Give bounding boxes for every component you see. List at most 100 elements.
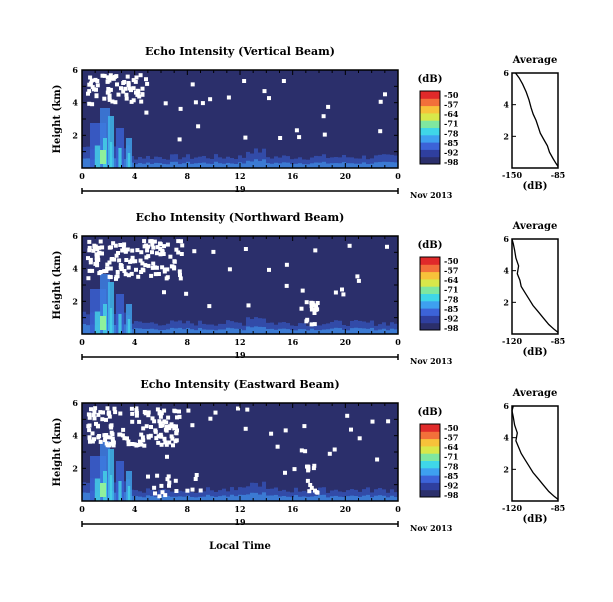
missing-cell <box>156 440 161 445</box>
missing-cell <box>313 307 318 312</box>
colorbar-swatch <box>420 149 440 158</box>
missing-cell <box>275 444 280 449</box>
echo-cell <box>390 322 394 334</box>
missing-cell <box>165 275 170 280</box>
echo-cell <box>214 330 218 334</box>
colorbar-tick: -78 <box>444 461 459 471</box>
echo-cell <box>294 325 298 334</box>
echo-cell <box>82 158 86 168</box>
x-tick-label: 12 <box>234 337 245 347</box>
missing-cell <box>243 426 248 431</box>
echo-cell <box>194 163 198 168</box>
echo-cell <box>82 147 86 168</box>
echo-cell <box>322 494 326 501</box>
missing-cell <box>142 443 147 448</box>
panel-title: Echo Intensity (Northward Beam) <box>136 211 345 224</box>
echo-cell <box>302 490 306 501</box>
colorbar-frame <box>419 423 441 498</box>
missing-cell <box>98 410 103 415</box>
echo-cell <box>358 496 362 501</box>
missing-cell <box>165 454 169 459</box>
missing-cell <box>269 431 274 436</box>
missing-cell <box>133 259 138 264</box>
average-x-tick-label: -85 <box>551 336 565 346</box>
echo-cell <box>182 323 186 334</box>
echo-cell <box>326 492 330 501</box>
missing-cell <box>211 249 216 254</box>
missing-cell <box>141 438 146 443</box>
missing-cell <box>165 242 170 247</box>
echo-cell <box>262 327 266 334</box>
missing-cell <box>130 248 135 253</box>
missing-cell <box>139 442 144 447</box>
echo-cell <box>146 488 150 501</box>
missing-cell <box>155 407 160 412</box>
colorbar-unit: (dB) <box>418 240 443 251</box>
missing-cell <box>107 97 112 102</box>
y-tick-label: 2 <box>72 130 78 140</box>
echo-cell <box>314 325 318 334</box>
echo-cell <box>266 322 270 334</box>
missing-cell <box>198 488 203 493</box>
missing-cell <box>176 239 181 244</box>
colorbar-tick: -98 <box>444 490 459 500</box>
echo-cell <box>238 322 242 334</box>
echo-cell <box>150 496 154 501</box>
missing-cell <box>152 239 157 244</box>
echo-cell <box>214 161 218 168</box>
missing-cell <box>130 259 135 264</box>
echo-cell <box>182 329 186 334</box>
missing-cell <box>158 252 163 257</box>
echo-cell <box>86 492 90 501</box>
missing-cell <box>150 250 154 255</box>
echo-cell <box>338 320 342 334</box>
echo-cell <box>254 326 258 334</box>
missing-cell <box>155 245 160 250</box>
missing-cell <box>243 247 248 251</box>
missing-cell <box>137 419 142 424</box>
echo-cell <box>282 495 286 501</box>
echo-cell <box>134 321 138 334</box>
missing-cell <box>174 424 178 429</box>
missing-cell <box>95 79 100 83</box>
echo-cell <box>366 487 370 501</box>
echo-cell <box>390 489 394 501</box>
colorbar-swatch <box>420 438 440 447</box>
missing-cell <box>314 304 319 309</box>
missing-cell <box>126 442 131 447</box>
missing-cell <box>90 439 95 444</box>
echo-column-core <box>109 475 113 501</box>
x-tick-label: 4 <box>132 337 138 347</box>
echo-cell <box>274 324 278 334</box>
colorbar-tick: -85 <box>444 138 458 148</box>
echo-cell <box>186 495 190 501</box>
echo-cell <box>198 320 202 334</box>
missing-cell <box>160 490 165 495</box>
echo-cell <box>158 495 162 501</box>
day-label: 19 <box>234 350 246 360</box>
missing-cell <box>340 287 344 292</box>
missing-cell <box>93 406 98 411</box>
missing-cell <box>124 258 129 262</box>
x-tick-label: 12 <box>234 171 245 181</box>
echo-cell <box>270 158 274 168</box>
missing-cell <box>107 274 112 279</box>
colorbar-tick: -50 <box>444 423 459 433</box>
missing-cell <box>341 292 346 297</box>
missing-cell <box>90 268 95 273</box>
missing-cell <box>126 82 131 87</box>
missing-cell <box>333 290 338 295</box>
echo-cell <box>218 329 222 334</box>
missing-cell <box>124 96 129 101</box>
colorbar-tick: -64 <box>444 109 459 119</box>
missing-cell <box>115 82 119 87</box>
missing-cell <box>306 465 311 470</box>
missing-cell <box>160 249 165 254</box>
echo-cell <box>158 325 162 334</box>
y-tick-label: 6 <box>72 65 78 75</box>
missing-cell <box>174 489 179 493</box>
colorbar-swatch <box>420 467 440 476</box>
colorbar-tick: -50 <box>444 90 459 100</box>
echo-cell <box>378 154 382 168</box>
